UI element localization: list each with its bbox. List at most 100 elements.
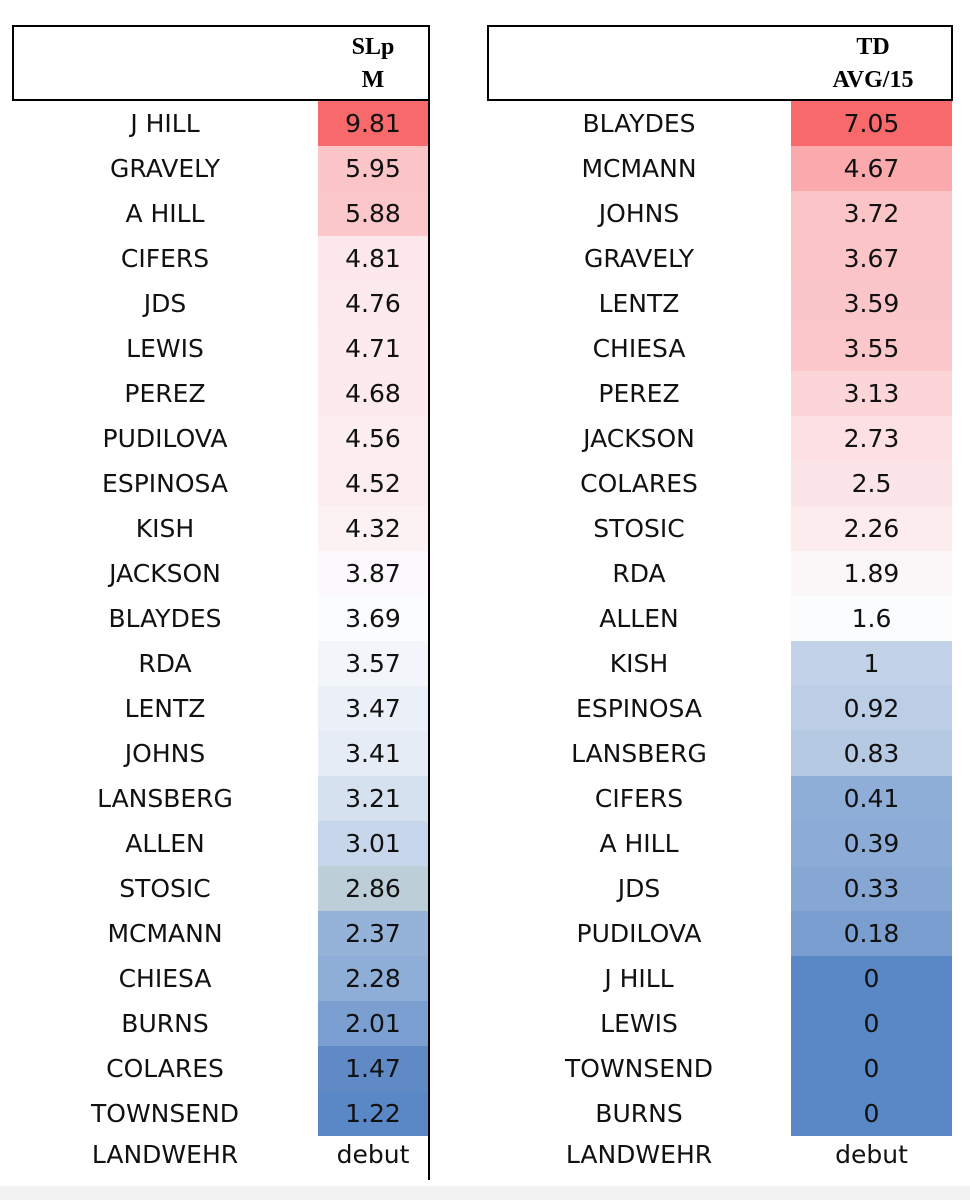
fighter-name: BURNS [595, 1099, 683, 1128]
table-row: BURNS 0 [487, 1091, 953, 1136]
fighter-name: CIFERS [594, 784, 684, 813]
column-header-line2: AVG/15 [832, 67, 914, 93]
table-row: JACKSON 2.73 [487, 416, 953, 461]
stat-value: 5.88 [318, 191, 428, 236]
column-header-line1: TD [856, 34, 890, 60]
table-row: PUDILOVA 0.18 [487, 911, 953, 956]
fighter-name: LEWIS [126, 334, 204, 363]
stat-value: 1.22 [318, 1091, 428, 1136]
fighter-name: TOWNSEND [91, 1099, 239, 1128]
fighter-name: LANDWEHR [565, 1140, 713, 1169]
fighter-name: ALLEN [125, 829, 205, 858]
table-row: ESPINOSA 0.92 [487, 686, 953, 731]
table-row: CHIESA 3.55 [487, 326, 953, 371]
column-header-line1: SLp [351, 34, 395, 60]
fighter-name: RDA [612, 559, 666, 588]
fighter-name: ESPINOSA [102, 469, 228, 498]
table-row: JDS 4.76 [12, 281, 430, 326]
stat-value: 0.92 [791, 686, 952, 731]
stat-value: 3.01 [318, 821, 428, 866]
fighter-name: LENTZ [124, 694, 206, 723]
fighter-name: STOSIC [119, 874, 211, 903]
stat-value: 2.01 [318, 1001, 428, 1046]
table-row: BLAYDES 3.69 [12, 596, 430, 641]
fighter-name: LENTZ [598, 289, 680, 318]
slpm-table-header: SLp M [12, 25, 430, 101]
td-avg-table: TD AVG/15 BLAYDES 7.05 MCMANN 4.67 JOHNS 3.72… [487, 25, 953, 1176]
table-row: PUDILOVA 4.56 [12, 416, 430, 461]
table-row: ALLEN 1.6 [487, 596, 953, 641]
fighter-name: TOWNSEND [565, 1054, 713, 1083]
stat-value: 0.18 [791, 911, 952, 956]
fighter-name: MCMANN [581, 154, 697, 183]
stat-value: 2.28 [318, 956, 428, 1001]
stat-value: 3.57 [318, 641, 428, 686]
table-row: RDA 3.57 [12, 641, 430, 686]
stat-value: debut [318, 1136, 428, 1176]
fighter-name: CHIESA [118, 964, 212, 993]
table-row: LANSBERG 0.83 [487, 731, 953, 776]
table-row: KISH 4.32 [12, 506, 430, 551]
table-row: CHIESA 2.28 [12, 956, 430, 1001]
stat-value: 3.47 [318, 686, 428, 731]
table-row: LANSBERG 3.21 [12, 776, 430, 821]
stat-value: 3.13 [791, 371, 952, 416]
slpm-table: SLp M J HILL 9.81 GRAVELY 5.95 A HILL 5.88 CIF… [12, 25, 430, 1180]
stat-value: 2.86 [318, 866, 428, 911]
table-row: TOWNSEND 0 [487, 1046, 953, 1091]
stat-value: 3.55 [791, 326, 952, 371]
table-row: A HILL 5.88 [12, 191, 430, 236]
table-row: MCMANN 4.67 [487, 146, 953, 191]
stat-value: 4.32 [318, 506, 428, 551]
table-row: COLARES 1.47 [12, 1046, 430, 1091]
stat-value: 5.95 [318, 146, 428, 191]
stat-value: 2.26 [791, 506, 952, 551]
fighter-name: KISH [609, 649, 669, 678]
stat-value: 3.67 [791, 236, 952, 281]
fighter-name: CHIESA [592, 334, 686, 363]
stat-value: 1.89 [791, 551, 952, 596]
slpm-table-rows: J HILL 9.81 GRAVELY 5.95 A HILL 5.88 CIFERS 4.8… [12, 101, 430, 1136]
table-row: JOHNS 3.72 [487, 191, 953, 236]
fighter-name: JDS [617, 874, 661, 903]
table-row: PEREZ 3.13 [487, 371, 953, 416]
fighter-name: JACKSON [109, 559, 221, 588]
table-row: TOWNSEND 1.22 [12, 1091, 430, 1136]
table-row: GRAVELY 3.67 [487, 236, 953, 281]
table-row: ESPINOSA 4.52 [12, 461, 430, 506]
fighter-name: ALLEN [599, 604, 679, 633]
table-row: MCMANN 2.37 [12, 911, 430, 956]
td-avg-table-header: TD AVG/15 [487, 25, 953, 101]
fighter-name: BURNS [121, 1009, 209, 1038]
stat-value: 0 [791, 1091, 952, 1136]
fighter-name: A HILL [125, 199, 205, 228]
stat-value: 3.21 [318, 776, 428, 821]
fighter-name: LANSBERG [97, 784, 233, 813]
stat-value: debut [791, 1136, 952, 1176]
fighter-name: COLARES [106, 1054, 224, 1083]
table-row: BLAYDES 7.05 [487, 101, 953, 146]
fighter-name: LANDWEHR [91, 1140, 239, 1169]
stat-value: 1.47 [318, 1046, 428, 1091]
stat-value: 4.52 [318, 461, 428, 506]
fighter-name: LANSBERG [571, 739, 707, 768]
bottom-strip [0, 1186, 970, 1200]
table-row: LENTZ 3.47 [12, 686, 430, 731]
stat-value: 2.5 [791, 461, 952, 506]
table-row: RDA 1.89 [487, 551, 953, 596]
stat-value: 0 [791, 1001, 952, 1046]
stat-value: 0.41 [791, 776, 952, 821]
fighter-name: LEWIS [600, 1009, 678, 1038]
stat-value: 4.68 [318, 371, 428, 416]
table-row: STOSIC 2.26 [487, 506, 953, 551]
fighter-name: J HILL [130, 109, 200, 138]
stat-value: 3.72 [791, 191, 952, 236]
table-row: CIFERS 0.41 [487, 776, 953, 821]
column-header-line2: M [361, 67, 385, 93]
table-row: PEREZ 4.68 [12, 371, 430, 416]
table-row: A HILL 0.39 [487, 821, 953, 866]
stat-value: 0.39 [791, 821, 952, 866]
fighter-name: COLARES [580, 469, 698, 498]
fighter-name: MCMANN [107, 919, 223, 948]
table-row: LEWIS 0 [487, 1001, 953, 1046]
